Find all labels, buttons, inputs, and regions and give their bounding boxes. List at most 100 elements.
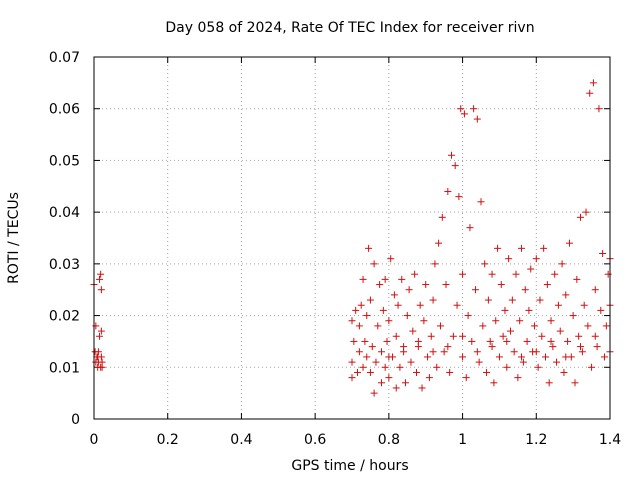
data-point (575, 332, 583, 340)
data-point (348, 317, 356, 325)
data-point (359, 363, 367, 371)
data-point (97, 286, 105, 294)
data-point (514, 374, 522, 382)
data-point (350, 337, 358, 345)
y-tick-label: 0.06 (49, 102, 80, 118)
data-point (591, 332, 599, 340)
data-point (534, 363, 542, 371)
data-point (413, 368, 420, 376)
data-point (396, 363, 404, 371)
data-point (547, 317, 555, 325)
data-point (394, 301, 402, 309)
data-point (564, 337, 572, 345)
data-point (97, 327, 105, 335)
data-point (543, 281, 551, 289)
data-point (519, 358, 527, 366)
data-point (370, 389, 378, 397)
data-point (518, 353, 526, 361)
data-point (556, 327, 564, 335)
data-point (385, 317, 393, 325)
data-point (599, 250, 607, 258)
grid-lines (94, 57, 610, 419)
data-point (436, 322, 444, 330)
data-point (479, 322, 487, 330)
data-point (527, 265, 535, 273)
data-point (477, 198, 485, 206)
x-tick-label: 0.8 (378, 432, 400, 448)
data-point (366, 368, 374, 376)
data-point (604, 270, 612, 278)
data-point (429, 296, 437, 304)
data-point (97, 270, 105, 278)
data-point (392, 332, 400, 340)
data-point (363, 353, 371, 361)
data-point (483, 368, 491, 376)
data-point (370, 260, 378, 268)
data-point (96, 332, 104, 340)
data-point (545, 379, 553, 387)
data-point (512, 270, 520, 278)
data-point (425, 374, 433, 382)
y-tick-label: 0 (71, 412, 80, 428)
y-tick-label: 0.04 (49, 205, 80, 221)
data-point (506, 327, 514, 335)
data-point (593, 343, 601, 351)
x-tick-label: 0.4 (230, 432, 252, 448)
data-point (422, 281, 430, 289)
data-point (501, 306, 509, 314)
data-point (459, 353, 467, 361)
data-point (357, 301, 365, 309)
data-point (451, 162, 459, 170)
data-point (586, 89, 594, 97)
data-point (471, 286, 479, 294)
data-point (442, 281, 450, 289)
data-point (405, 286, 413, 294)
data-point (98, 358, 106, 366)
data-point (416, 301, 424, 309)
y-tick-label: 0.03 (49, 257, 80, 273)
data-point (536, 296, 544, 304)
data-point (377, 348, 385, 356)
x-tick-label: 0.2 (157, 432, 179, 448)
data-point (366, 296, 374, 304)
data-point (475, 358, 483, 366)
data-point (466, 224, 474, 232)
data-point (580, 301, 588, 309)
data-point (488, 270, 496, 278)
data-point (97, 363, 105, 371)
data-point (470, 105, 478, 113)
data-points (90, 79, 614, 397)
data-point (348, 358, 356, 366)
data-point (401, 379, 409, 387)
data-point (363, 312, 371, 320)
data-point (600, 353, 608, 361)
data-point (440, 348, 448, 356)
data-point (597, 306, 605, 314)
data-point (96, 275, 104, 283)
data-point (468, 337, 476, 345)
data-point (368, 343, 376, 351)
data-point (532, 255, 540, 263)
data-point (352, 306, 360, 314)
data-point (589, 79, 597, 87)
data-point (530, 322, 538, 330)
data-point (409, 327, 417, 335)
data-point (521, 286, 529, 294)
data-point (560, 368, 568, 376)
data-point (403, 312, 411, 320)
data-point (588, 363, 596, 371)
data-point (494, 244, 502, 252)
plot-frame (93, 56, 611, 420)
data-point (565, 239, 573, 247)
data-point (455, 193, 463, 201)
data-point (497, 281, 505, 289)
data-point (532, 348, 540, 356)
data-point (551, 270, 559, 278)
data-point (374, 322, 382, 330)
data-point (385, 374, 393, 382)
y-axis-label: ROTI / TECUs (6, 192, 22, 284)
data-point (427, 332, 435, 340)
data-point (562, 353, 570, 361)
data-point (578, 348, 586, 356)
data-point (505, 255, 513, 263)
